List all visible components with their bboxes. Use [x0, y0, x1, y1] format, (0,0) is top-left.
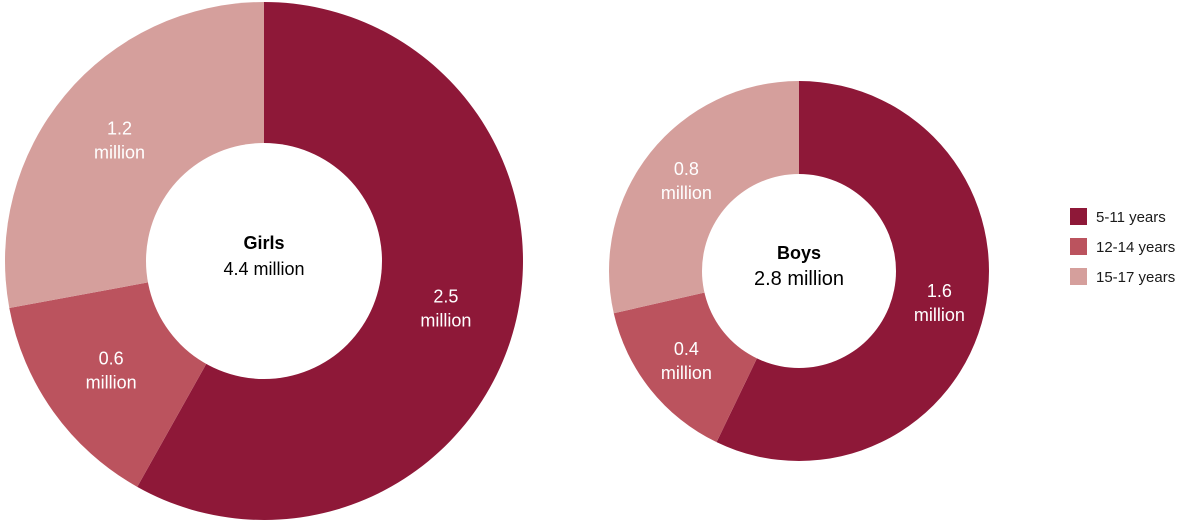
center-value: 4.4 million [223, 259, 304, 279]
center-title: Girls [243, 233, 284, 253]
legend-label: 12-14 years [1096, 239, 1175, 256]
slice-label: 0.8 million [661, 159, 712, 203]
donut-girls: 2.5 million 0.6 million 1.2 million Girls 4.4 m… [4, 2, 523, 520]
slice-label: 2.5 million [420, 287, 471, 331]
slice-label: 1.6 million [914, 281, 965, 325]
legend-label: 15-17 years [1096, 269, 1175, 286]
legend-label: 5-11 years [1096, 209, 1166, 226]
slice-label: 0.4 million [661, 339, 712, 383]
center-title: Boys [777, 243, 821, 263]
center-value: 2.8 million [754, 268, 844, 290]
legend-swatch [1070, 268, 1087, 285]
legend-swatch [1070, 238, 1087, 255]
donut-hole [702, 174, 896, 368]
slice-label: 1.2 million [94, 119, 145, 163]
slice-label: 0.6 million [86, 348, 137, 392]
legend-swatch [1070, 208, 1087, 225]
donut-boys: 1.6 million 0.4 million 0.8 million Boys 2.8 mi… [608, 81, 989, 461]
donut-hole [146, 143, 382, 379]
legend: 5-11 years 12-14 years 15-17 years [1070, 208, 1175, 286]
